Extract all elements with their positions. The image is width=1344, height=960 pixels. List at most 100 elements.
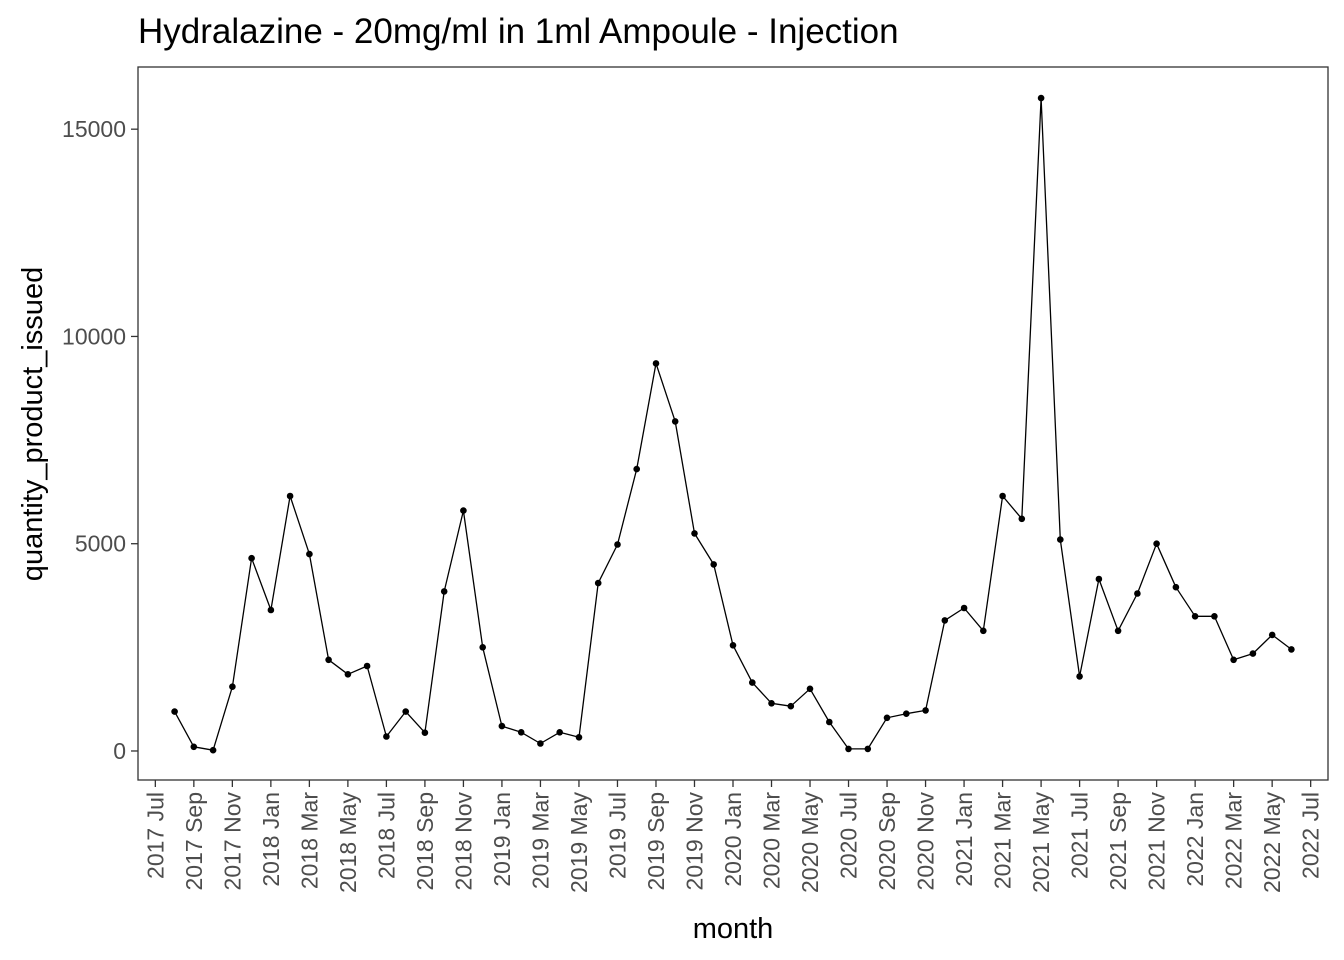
y-tick-label: 15000	[62, 116, 126, 142]
data-point	[479, 644, 487, 651]
x-tick-label: 2022 Jul	[1298, 792, 1324, 879]
data-point	[826, 718, 833, 726]
y-axis: 0 5000 10000 15000	[62, 116, 138, 764]
x-tick-label: 2021 Sep	[1105, 792, 1131, 890]
y-tick-label: 0	[113, 738, 126, 764]
x-tick-label: 2019 Sep	[643, 792, 669, 890]
data-point	[383, 733, 390, 740]
x-tick-label: 2019 Jul	[604, 792, 630, 879]
data-point	[286, 492, 294, 500]
y-axis-label: quantity_product_issued	[17, 267, 49, 581]
data-point	[1172, 583, 1180, 591]
data-point	[344, 671, 352, 678]
data-point	[1288, 646, 1295, 653]
data-point	[710, 561, 717, 568]
data-point	[960, 604, 968, 612]
data-point	[498, 722, 506, 730]
data-point	[864, 745, 872, 753]
x-tick-label: 2022 Mar	[1221, 792, 1247, 890]
x-tick-label: 2018 Jan	[258, 792, 284, 887]
data-point	[1057, 536, 1064, 543]
data-point	[421, 729, 429, 736]
data-point	[749, 679, 756, 686]
data-point	[556, 729, 563, 736]
x-axis-label: month	[693, 913, 774, 945]
data-point	[190, 743, 198, 751]
x-tick-label: 2022 Jan	[1182, 792, 1208, 887]
x-tick-label: 2018 Nov	[450, 792, 476, 891]
x-tick-label: 2021 Mar	[990, 792, 1016, 890]
data-point	[363, 662, 371, 670]
data-point	[1018, 515, 1026, 523]
x-tick-label: 2019 Jan	[489, 792, 515, 887]
chart-title: Hydralazine - 20mg/ml in 1ml Ampoule - I…	[138, 12, 899, 51]
x-tick-label: 2020 Sep	[874, 792, 900, 890]
data-point	[1153, 540, 1160, 547]
data-point	[845, 745, 852, 753]
x-tick-label: 2020 Nov	[913, 792, 939, 891]
x-tick-label: 2020 Jan	[720, 792, 746, 887]
data-point	[1037, 94, 1045, 102]
plot-panel	[137, 66, 1329, 781]
data-point	[922, 707, 929, 714]
y-tick-label: 5000	[75, 531, 126, 557]
x-tick-label: 2017 Sep	[181, 792, 207, 890]
data-point	[768, 700, 775, 707]
data-point	[671, 418, 679, 425]
data-point	[440, 588, 448, 595]
data-point	[1191, 613, 1199, 620]
data-point	[787, 702, 795, 710]
data-point	[171, 708, 178, 715]
y-tick-label: 10000	[62, 323, 126, 349]
data-point	[1114, 627, 1122, 635]
data-point	[248, 554, 255, 562]
data-point	[325, 656, 332, 664]
data-point	[1249, 650, 1257, 657]
data-point	[729, 642, 737, 649]
data-point	[306, 550, 313, 558]
data-point	[614, 541, 621, 548]
data-point	[1134, 590, 1141, 597]
data-point	[941, 617, 949, 624]
x-tick-label: 2021 Nov	[1144, 792, 1170, 891]
data-point	[209, 746, 217, 754]
x-tick-label: 2021 May	[1028, 792, 1054, 894]
x-tick-label: 2021 Jan	[951, 792, 977, 887]
data-point	[691, 530, 698, 537]
x-tick-label: 2021 Jul	[1067, 792, 1093, 879]
data-point	[267, 606, 275, 614]
data-point	[806, 685, 814, 693]
data-point	[1230, 656, 1237, 664]
data-point	[999, 492, 1006, 500]
series	[171, 94, 1295, 754]
data-point	[537, 740, 544, 747]
data-point	[402, 708, 410, 715]
data-point	[1268, 631, 1276, 639]
data-point	[980, 627, 987, 635]
data-point	[1076, 673, 1083, 680]
x-tick-label: 2018 May	[335, 792, 361, 894]
x-tick-label: 2018 Sep	[412, 792, 438, 890]
data-point	[229, 683, 236, 690]
data-point	[575, 734, 583, 741]
x-tick-label: 2018 Jul	[373, 792, 399, 879]
data-point	[517, 729, 525, 736]
data-point	[460, 507, 467, 514]
x-tick-label: 2019 Nov	[681, 792, 707, 891]
x-tick-label: 2018 Mar	[296, 792, 322, 890]
x-tick-label: 2022 May	[1259, 792, 1285, 894]
x-tick-label: 2019 Mar	[527, 792, 553, 890]
data-point	[652, 360, 660, 367]
data-point	[1095, 575, 1103, 583]
x-axis: 2017 Jul 2017 Sep 2017 Nov 2018 Jan 2018 Mar…	[142, 780, 1324, 894]
data-point	[594, 579, 602, 587]
data-point	[633, 465, 640, 473]
data-point	[1211, 613, 1218, 620]
x-tick-label: 2017 Nov	[219, 792, 245, 891]
x-tick-label: 2017 Jul	[142, 792, 168, 879]
data-point	[883, 714, 891, 722]
x-tick-label: 2020 May	[797, 792, 823, 894]
data-point	[903, 710, 910, 717]
x-tick-label: 2020 Mar	[759, 792, 785, 890]
